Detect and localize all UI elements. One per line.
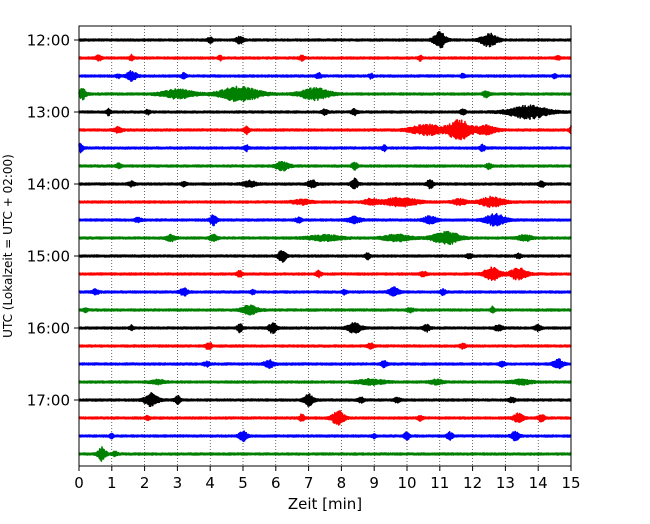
x-tick-label-2: 2: [140, 474, 150, 492]
x-axis-label: Zeit [min]: [288, 495, 362, 513]
trace-1300: [78, 104, 572, 120]
trace-1430: [78, 212, 572, 227]
trace-1230: [78, 69, 572, 82]
x-tick-label-4: 4: [205, 474, 215, 492]
plot-frame: [78, 25, 572, 467]
x-tick-label-5: 5: [238, 474, 248, 492]
trace-1715: [78, 410, 572, 426]
trace-1700: [78, 391, 572, 408]
y-tick-label-1400: 14:00: [27, 176, 70, 194]
trace-1200: [78, 30, 572, 49]
x-tick-label-15: 15: [561, 474, 580, 492]
x-axis-ticks: 0 1 2 3 4 5 6 7 8 9 10 11 12 13 14 15: [74, 466, 581, 492]
trace-1515: [78, 266, 572, 282]
trace-1745: [78, 446, 572, 462]
x-tick-label-7: 7: [304, 474, 314, 492]
trace-1415: [78, 195, 572, 208]
trace-1400: [78, 177, 572, 190]
trace-1630: [78, 357, 572, 370]
trace-1315: [78, 119, 572, 141]
y-tick-label-1200: 12:00: [27, 32, 70, 50]
x-tick-label-12: 12: [463, 474, 482, 492]
x-tick-label-3: 3: [173, 474, 183, 492]
x-tick-label-6: 6: [271, 474, 281, 492]
x-tick-label-10: 10: [397, 474, 416, 492]
y-tick-label-1500: 15:00: [27, 248, 70, 266]
y-tick-label-1700: 17:00: [27, 392, 70, 410]
x-tick-label-11: 11: [430, 474, 449, 492]
trace-layer: [78, 30, 572, 462]
trace-1500: [78, 250, 572, 263]
trace-1545: [78, 304, 572, 316]
x-tick-label-8: 8: [337, 474, 347, 492]
trace-1215: [78, 53, 572, 62]
x-tick-label-0: 0: [74, 474, 84, 492]
y-tick-label-1600: 16:00: [27, 320, 70, 338]
trace-1530: [78, 286, 572, 297]
trace-1445: [78, 230, 572, 246]
x-tick-label-1: 1: [107, 474, 117, 492]
y-axis-label: UTC (Lokalzeit = UTC + 02:00): [1, 154, 15, 338]
x-tick-label-14: 14: [529, 474, 548, 492]
vertical-grid: [111, 26, 539, 466]
trace-1245: [78, 85, 572, 103]
trace-1645: [78, 377, 572, 387]
x-tick-label-9: 9: [369, 474, 379, 492]
trace-1330: [78, 142, 572, 154]
trace-1730: [78, 430, 572, 443]
trace-1600: [78, 322, 572, 335]
trace-1615: [78, 342, 572, 350]
trace-1345: [78, 160, 572, 172]
y-axis-ticks: 12:00 13:00 14:00 15:00 16:00 17:00: [27, 32, 79, 410]
y-tick-label-1300: 13:00: [27, 104, 70, 122]
x-tick-label-13: 13: [496, 474, 515, 492]
